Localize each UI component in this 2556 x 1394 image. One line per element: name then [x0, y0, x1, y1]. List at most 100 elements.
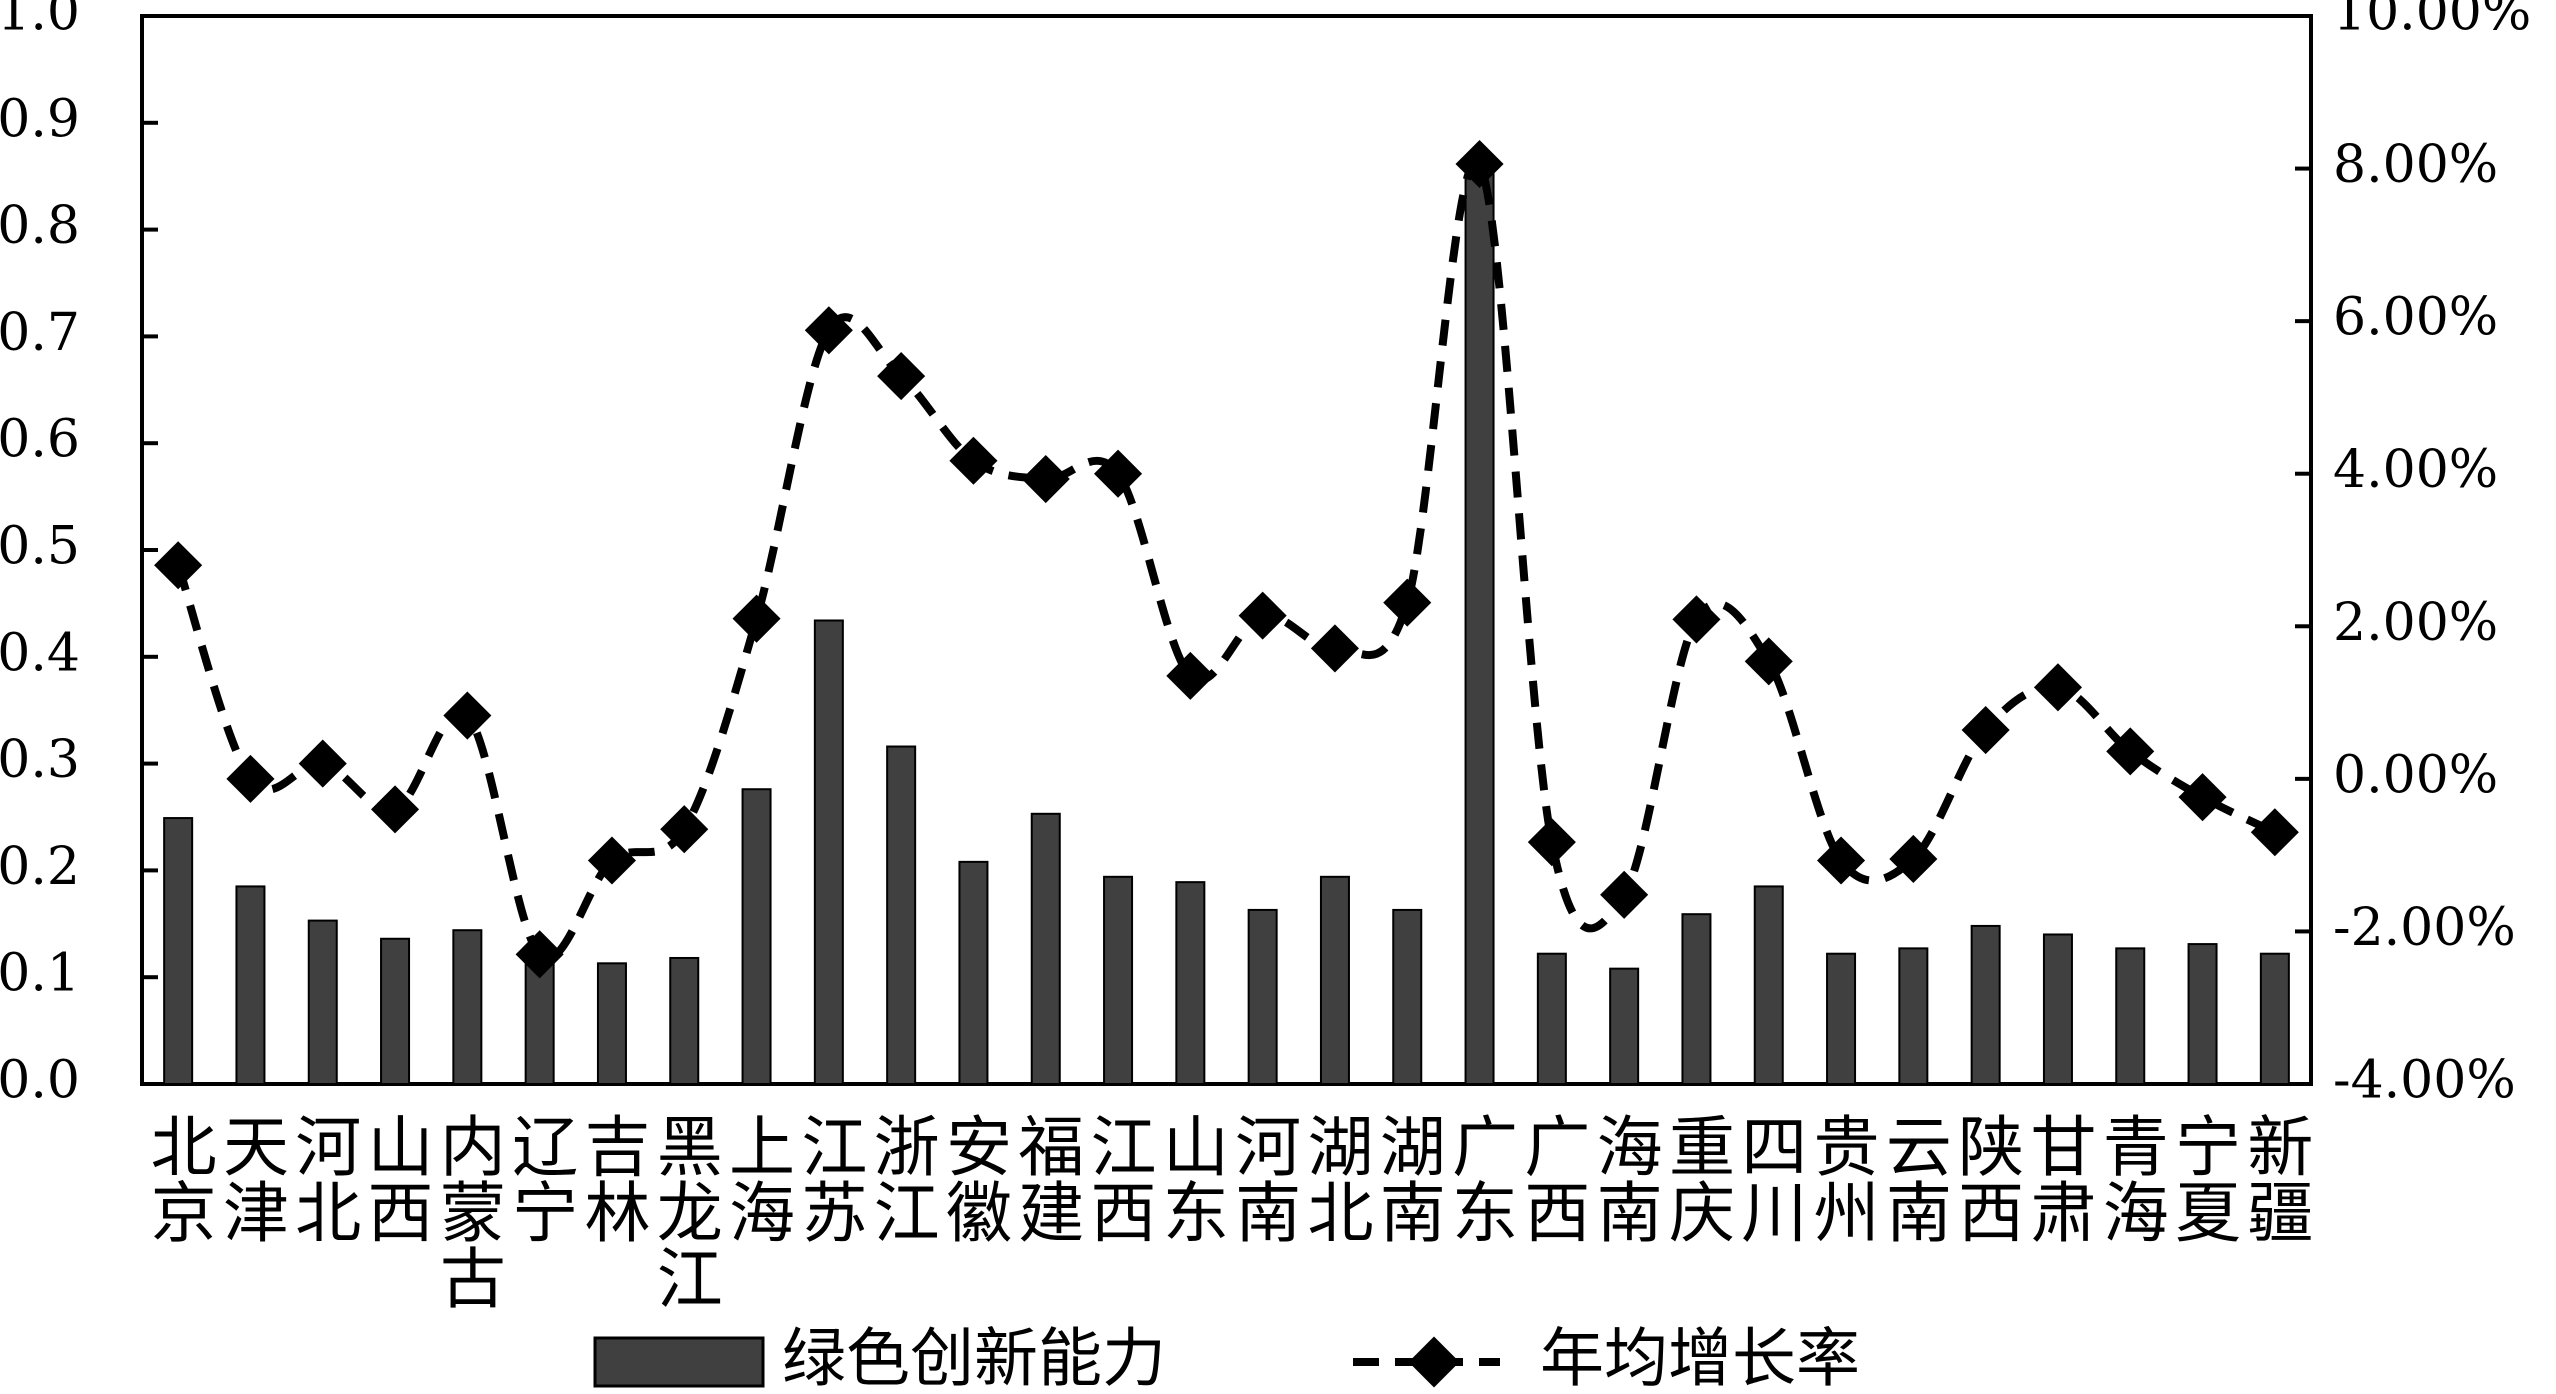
- marker: [2178, 773, 2227, 822]
- marker: [443, 691, 492, 740]
- marker: [1021, 455, 1070, 504]
- x-tick-label: 山西: [357, 1112, 434, 1244]
- y2-tick-label: 4.00%: [2333, 440, 2498, 500]
- bar: [1175, 881, 1206, 1086]
- bar: [1898, 947, 1929, 1086]
- bar: [741, 788, 772, 1085]
- legend: 绿色创新能力 年均增长率: [593, 1323, 1860, 1394]
- y2-tick-label: 0.00%: [2333, 745, 2498, 805]
- bar: [1319, 875, 1350, 1085]
- bar: [2259, 952, 2290, 1085]
- y-tick-label: 0.8: [0, 196, 80, 256]
- x-tick-label: 陕西: [1947, 1112, 2024, 1244]
- x-tick-label: 广东: [1441, 1112, 1518, 1244]
- y-tick-label: 0.2: [0, 837, 80, 897]
- x-tick-label: 湖南: [1369, 1112, 1446, 1244]
- bar: [1681, 913, 1712, 1085]
- marker: [1961, 705, 2010, 755]
- legend-label: 绿色创新能力: [782, 1323, 1166, 1394]
- marker: [949, 436, 998, 485]
- y2-tick-label: -2.00%: [2333, 898, 2516, 958]
- marker: [1527, 818, 1576, 867]
- marker: [515, 930, 564, 979]
- x-tick-label: 内蒙古: [429, 1112, 506, 1310]
- marker: [2106, 727, 2155, 776]
- bar: [1247, 908, 1278, 1086]
- x-tick-label: 海南: [1586, 1112, 1663, 1244]
- legend-swatch: [593, 1336, 765, 1388]
- y-tick-label: 0.7: [0, 303, 80, 363]
- bar: [1609, 967, 1640, 1086]
- bar: [596, 962, 627, 1085]
- line: [174, 157, 2277, 962]
- x-tick-label: 甘肃: [2019, 1112, 2096, 1244]
- bar: [235, 885, 266, 1085]
- marker: [1383, 578, 1432, 627]
- x-tick-label: 黑龙江: [646, 1112, 723, 1310]
- marker: [804, 306, 853, 355]
- marker: [2033, 663, 2082, 712]
- x-tick-label: 新疆: [2236, 1112, 2313, 1244]
- marker: [587, 836, 636, 885]
- bar: [1464, 169, 1495, 1086]
- marker: [1455, 139, 1504, 189]
- y2-tick-label: 10.00%: [2333, 0, 2531, 43]
- y-tick-label: 0.3: [0, 730, 80, 790]
- y-tick-label: 0.4: [0, 623, 80, 683]
- y2-tick-label: 8.00%: [2333, 135, 2498, 195]
- x-tick-label: 湖北: [1296, 1112, 1373, 1244]
- legend-label: 年均增长率: [1540, 1323, 1860, 1394]
- x-tick-label: 云南: [1875, 1112, 1952, 1244]
- x-tick-label: 河南: [1224, 1112, 1301, 1244]
- legend-marker: [1408, 1336, 1460, 1388]
- bar: [958, 860, 989, 1086]
- bar: [307, 919, 338, 1086]
- x-tick-label: 河北: [284, 1112, 361, 1244]
- x-tick-label: 江苏: [790, 1112, 867, 1244]
- y2-tick-label: -4.00%: [2333, 1051, 2516, 1111]
- x-tick-label: 江西: [1080, 1112, 1157, 1244]
- bar: [1103, 875, 1134, 1085]
- y-tick-label: 0.1: [0, 944, 80, 1004]
- y-tick-label: 0.9: [0, 89, 80, 149]
- x-tick-label: 福建: [1007, 1112, 1084, 1244]
- marker: [1238, 591, 1287, 640]
- x-tick-label: 重庆: [1658, 1112, 1735, 1244]
- x-tick-label: 辽宁: [501, 1112, 578, 1244]
- bar: [2115, 947, 2146, 1086]
- x-tick-label: 山东: [1152, 1112, 1229, 1244]
- marker: [1166, 651, 1215, 700]
- marker: [298, 739, 347, 788]
- bar: [1970, 924, 2001, 1085]
- x-tick-label: 广西: [1513, 1112, 1590, 1244]
- marker: [1310, 624, 1359, 673]
- x-tick-label: 青海: [2092, 1112, 2169, 1244]
- bar: [380, 937, 411, 1086]
- bar: [1030, 812, 1061, 1086]
- y-tick-label: 1.0: [0, 0, 80, 43]
- x-tick-label: 贵州: [1803, 1112, 1880, 1244]
- bar: [1392, 908, 1423, 1086]
- bar: [669, 956, 700, 1086]
- plot-frame: [140, 14, 2313, 1086]
- bar: [452, 929, 483, 1086]
- marker: [732, 594, 781, 643]
- marker: [371, 785, 420, 834]
- y2-tick-label: 2.00%: [2333, 593, 2498, 653]
- x-tick-label: 上海: [718, 1112, 795, 1244]
- bar: [163, 817, 194, 1085]
- y2-tick-label: 6.00%: [2333, 288, 2498, 348]
- bar: [813, 619, 844, 1085]
- bar: [1536, 952, 1567, 1085]
- bar: [2042, 933, 2073, 1085]
- x-tick-label: 北京: [140, 1112, 217, 1244]
- marker: [1744, 637, 1793, 686]
- y-tick-label: 0.0: [0, 1051, 80, 1111]
- marker: [660, 805, 709, 854]
- bar: [1753, 885, 1784, 1085]
- y-tick-label: 0.5: [0, 517, 80, 577]
- y-tick-label: 0.6: [0, 410, 80, 470]
- bar: [886, 745, 917, 1086]
- marker: [1672, 595, 1721, 644]
- x-tick-label: 天津: [212, 1112, 289, 1244]
